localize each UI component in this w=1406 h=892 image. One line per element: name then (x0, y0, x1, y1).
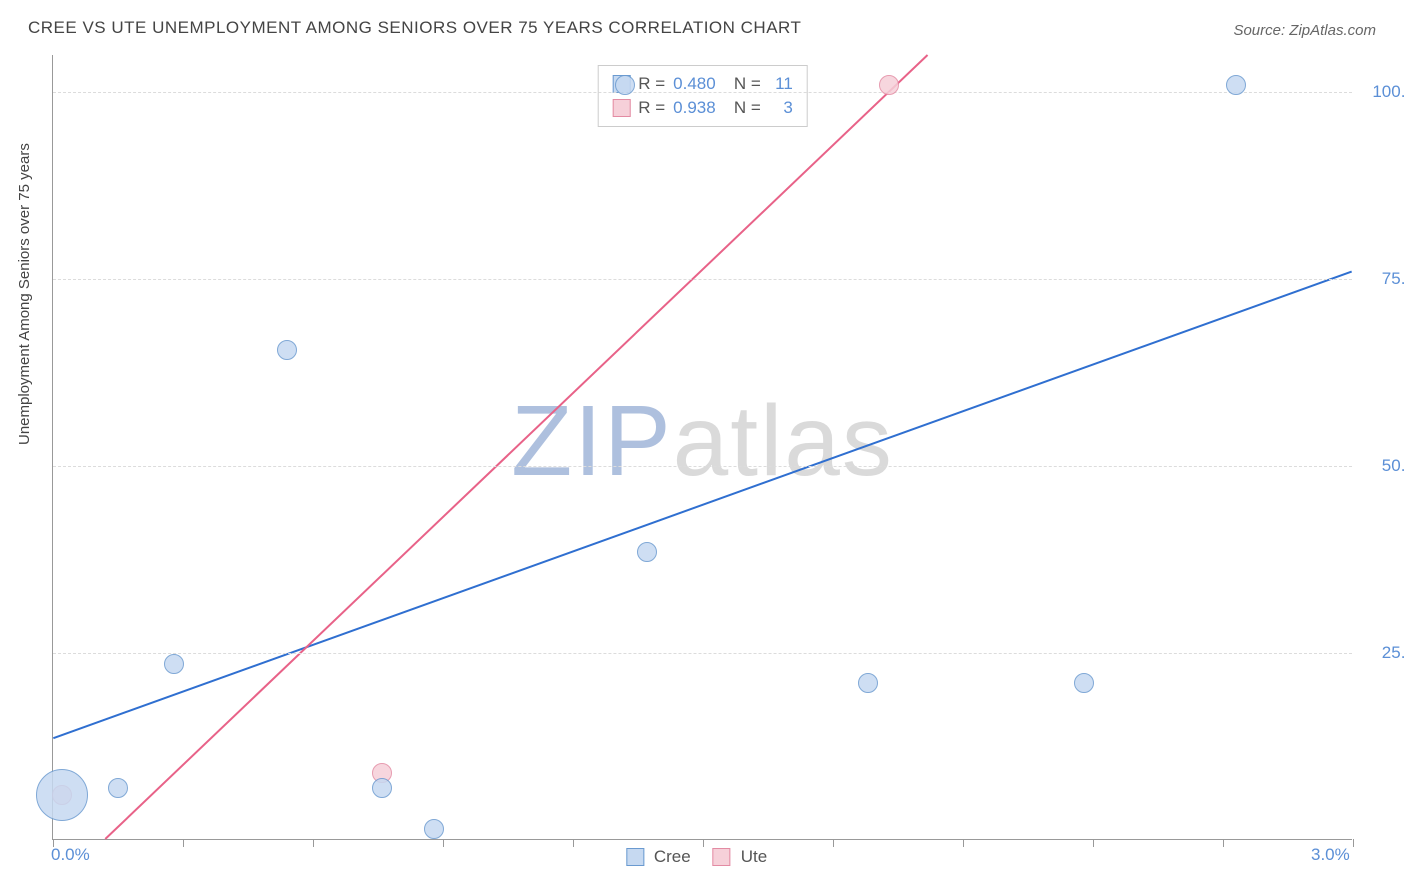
x-axis-label: 3.0% (1311, 845, 1350, 865)
watermark: ZIPatlas (511, 384, 894, 499)
watermark-suffix: atlas (673, 385, 894, 497)
trend-line (53, 272, 1351, 739)
legend-swatch (713, 848, 731, 866)
scatter-point (615, 75, 635, 95)
scatter-point (372, 778, 392, 798)
x-tick (1223, 839, 1224, 847)
x-tick (833, 839, 834, 847)
legend-stats: R =0.480 N =11R =0.938 N =3 (597, 65, 808, 127)
scatter-point (164, 654, 184, 674)
gridline-h (53, 653, 1352, 654)
x-tick (573, 839, 574, 847)
y-tick-label: 75.0% (1360, 269, 1406, 289)
trend-lines-svg (53, 55, 1352, 839)
legend-stats-row: R = 0.938 N = 3 (612, 96, 793, 120)
legend-r-label: R = (638, 96, 665, 120)
scatter-point (858, 673, 878, 693)
x-tick (703, 839, 704, 847)
scatter-point (424, 819, 444, 839)
x-tick (313, 839, 314, 847)
scatter-point (879, 75, 899, 95)
y-tick-label: 25.0% (1360, 643, 1406, 663)
legend-n-value: 3 (769, 96, 793, 120)
scatter-point (36, 769, 88, 821)
watermark-prefix: ZIP (511, 385, 673, 497)
gridline-h (53, 92, 1352, 93)
plot-area: ZIPatlas R =0.480 N =11R =0.938 N =3 Cre… (52, 55, 1352, 840)
legend-series-name: Ute (741, 847, 767, 867)
x-tick (443, 839, 444, 847)
y-axis-title: Unemployment Among Seniors over 75 years (16, 143, 33, 445)
legend-swatch (626, 848, 644, 866)
scatter-point (637, 542, 657, 562)
gridline-h (53, 279, 1352, 280)
x-axis-label: 0.0% (51, 845, 90, 865)
legend-n-label: N = (729, 96, 761, 120)
legend-swatch (612, 99, 630, 117)
gridline-h (53, 466, 1352, 467)
trend-line (105, 55, 927, 839)
y-tick-label: 50.0% (1360, 456, 1406, 476)
x-tick (963, 839, 964, 847)
legend-series-name: Cree (654, 847, 691, 867)
y-tick-label: 100.0% (1360, 82, 1406, 102)
legend-r-value: 0.938 (673, 96, 721, 120)
x-tick (1093, 839, 1094, 847)
scatter-point (277, 340, 297, 360)
legend-series: Cree Ute (626, 847, 779, 867)
x-tick (183, 839, 184, 847)
scatter-point (108, 778, 128, 798)
scatter-point (1074, 673, 1094, 693)
x-tick (1353, 839, 1354, 847)
scatter-point (1226, 75, 1246, 95)
chart-title: CREE VS UTE UNEMPLOYMENT AMONG SENIORS O… (28, 18, 801, 38)
source-label: Source: ZipAtlas.com (1233, 22, 1376, 39)
